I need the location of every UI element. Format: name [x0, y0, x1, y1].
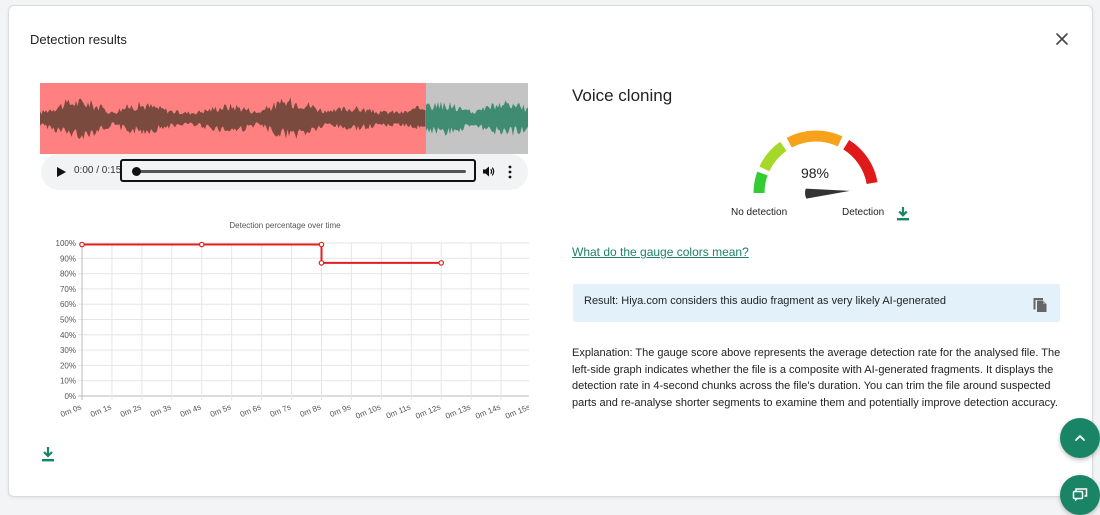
x-tick-label: 0m 6s	[239, 403, 263, 420]
y-tick-label: 30%	[60, 346, 76, 355]
gauge-label-detection: Detection	[842, 207, 885, 218]
x-tick-label: 0m 1s	[89, 403, 113, 420]
chat-icon	[1072, 488, 1088, 502]
detected-waveform	[40, 97, 426, 140]
gauge-label-no-detection: No detection	[731, 207, 788, 218]
chart-title: Detection percentage over time	[229, 221, 341, 230]
detection-chart: Detection percentage over time 0% 10% 20% 3…	[56, 221, 529, 421]
y-tick-label: 70%	[60, 285, 76, 294]
gauge-needle	[804, 188, 850, 199]
chat-button[interactable]	[1060, 475, 1100, 515]
gauge-segment-green	[753, 171, 768, 194]
dialog-title: Detection results	[30, 32, 127, 47]
detection-results-dialog: Detection results 0:00 / 0:15 D	[8, 5, 1093, 497]
y-tick-label: 20%	[60, 361, 76, 370]
play-icon[interactable]	[55, 166, 67, 178]
close-icon[interactable]	[1053, 30, 1071, 48]
y-tick-label: 80%	[60, 270, 76, 279]
y-tick-label: 10%	[60, 377, 76, 386]
seek-slider[interactable]	[120, 159, 476, 182]
result-message: Result: Hiya.com considers this audio fr…	[584, 295, 946, 307]
y-tick-label: 50%	[60, 316, 76, 325]
gauge-score: 98%	[801, 165, 829, 181]
x-tick-label: 0m 0s	[59, 403, 83, 420]
y-tick-label: 90%	[60, 254, 76, 263]
explanation-text: Explanation: The gauge score above repre…	[572, 347, 1061, 409]
data-point[interactable]	[79, 241, 85, 248]
audio-waveform[interactable]	[40, 83, 528, 154]
x-tick-label: 0m 7s	[269, 403, 293, 420]
gauge-segment-red	[843, 139, 878, 185]
more-vertical-icon[interactable]	[507, 165, 513, 179]
gauge-colors-link[interactable]: What do the gauge colors mean?	[572, 245, 749, 259]
x-tick-label: 0m 5s	[209, 403, 233, 420]
audio-player: 0:00 / 0:15	[41, 154, 528, 190]
playback-time: 0:00 / 0:15	[74, 165, 122, 176]
y-tick-label: 0%	[64, 392, 76, 401]
x-tick-label: 0m 3s	[149, 403, 173, 420]
x-tick-label: 0m 14s	[474, 403, 502, 421]
x-tick-label: 0m 12s	[414, 403, 442, 421]
y-tick-label: 100%	[56, 239, 76, 248]
result-message-box: Result: Hiya.com considers this audio fr…	[573, 284, 1060, 322]
gauge-segment-lime	[759, 141, 787, 172]
x-tick-label: 0m 4s	[179, 403, 203, 420]
clean-waveform	[426, 100, 528, 136]
x-tick-label: 0m 13s	[444, 403, 472, 421]
x-tick-label: 0m 10s	[354, 403, 382, 421]
chevron-up-icon	[1075, 434, 1085, 441]
data-point[interactable]	[198, 241, 205, 248]
x-tick-label: 0m 2s	[119, 403, 143, 420]
seek-track	[134, 170, 466, 173]
y-tick-label: 60%	[60, 300, 76, 309]
detection-gauge: 98%	[753, 130, 878, 199]
data-point[interactable]	[438, 260, 445, 266]
x-tick-label: 0m 9s	[329, 403, 353, 420]
scroll-to-top-button[interactable]	[1060, 418, 1100, 458]
data-point[interactable]	[318, 241, 325, 248]
y-tick-label: 40%	[60, 331, 76, 340]
download-icon[interactable]	[41, 446, 55, 462]
result-heading: Voice cloning	[572, 86, 673, 105]
x-tick-label: 0m 15s	[504, 403, 529, 421]
seek-thumb[interactable]	[132, 167, 141, 176]
copy-icon[interactable]	[1032, 295, 1048, 313]
x-tick-label: 0m 11s	[385, 403, 412, 421]
gauge-segment-orange	[786, 130, 843, 148]
x-tick-label: 0m 8s	[299, 403, 323, 420]
volume-icon[interactable]	[482, 165, 495, 178]
download-icon[interactable]	[896, 206, 910, 221]
data-point[interactable]	[318, 260, 325, 266]
